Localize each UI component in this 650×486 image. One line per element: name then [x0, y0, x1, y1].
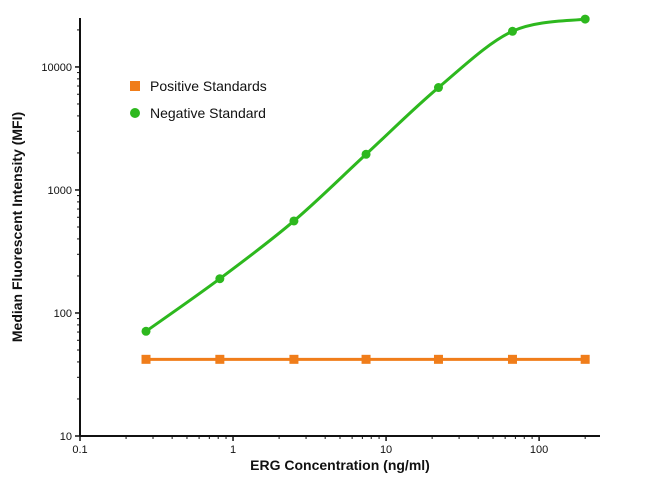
x-tick-label: 1 [230, 444, 236, 456]
y-tick-label: 100 [54, 308, 72, 320]
legend-swatch-circle [130, 108, 140, 118]
y-tick-label: 10 [60, 431, 72, 443]
data-point [289, 216, 299, 226]
plot-area [141, 14, 590, 364]
x-tick-label: 0.1 [72, 444, 87, 456]
data-point [361, 354, 371, 364]
data-point [141, 326, 151, 336]
data-point [507, 26, 517, 36]
legend-label: Positive Standards [150, 78, 267, 94]
data-point [580, 354, 590, 364]
legend-item: Positive Standards [130, 78, 267, 94]
y-axis-title: Median Fluorescent Intensity (MFI) [9, 112, 25, 342]
data-point [289, 354, 299, 364]
x-tick-label: 10 [380, 444, 392, 456]
y-tick-label: 10000 [41, 62, 72, 74]
y-axis-ticks: 10 100 1000 10000 [41, 29, 80, 443]
series-positive-standards [141, 354, 590, 364]
legend-item: Negative Standard [130, 105, 266, 121]
data-point [215, 354, 225, 364]
x-tick-label: 100 [530, 444, 548, 456]
data-point [141, 354, 151, 364]
axes: 0.1 1 10 100 10 100 1000 10000 [41, 18, 600, 456]
data-point [215, 274, 225, 284]
legend-swatch-square [130, 81, 140, 91]
data-point [433, 354, 443, 364]
data-point [507, 354, 517, 364]
series-negative-standard [141, 14, 590, 336]
legend: Positive Standards Negative Standard [130, 78, 267, 121]
x-axis-ticks: 0.1 1 10 100 [72, 436, 586, 456]
series-line [145, 17, 586, 333]
data-point [361, 149, 371, 159]
data-point [580, 14, 590, 24]
legend-label: Negative Standard [150, 105, 266, 121]
data-point [433, 83, 443, 93]
y-tick-label: 1000 [48, 185, 72, 197]
x-axis-title: ERG Concentration (ng/ml) [250, 457, 430, 473]
